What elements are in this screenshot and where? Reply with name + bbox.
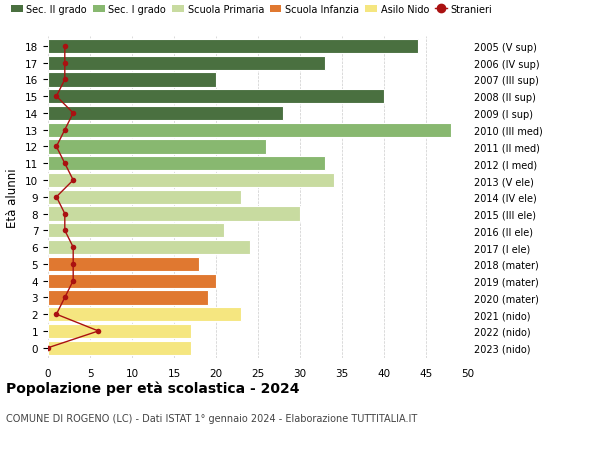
Bar bbox=[48, 190, 241, 204]
Bar bbox=[48, 123, 451, 138]
Point bbox=[60, 77, 70, 84]
Legend: Sec. II grado, Sec. I grado, Scuola Primaria, Scuola Infanzia, Asilo Nido, Stran: Sec. II grado, Sec. I grado, Scuola Prim… bbox=[11, 5, 492, 15]
Bar bbox=[48, 56, 325, 71]
Text: Popolazione per età scolastica - 2024: Popolazione per età scolastica - 2024 bbox=[6, 381, 299, 396]
Point bbox=[52, 144, 61, 151]
Point bbox=[43, 344, 53, 352]
Point bbox=[60, 210, 70, 218]
Bar bbox=[48, 308, 241, 322]
Bar bbox=[48, 39, 418, 54]
Bar bbox=[48, 157, 325, 171]
Bar bbox=[48, 291, 208, 305]
Point bbox=[52, 311, 61, 318]
Point bbox=[60, 43, 70, 50]
Point bbox=[60, 294, 70, 302]
Bar bbox=[48, 224, 224, 238]
Bar bbox=[48, 174, 334, 188]
Bar bbox=[48, 257, 199, 271]
Bar bbox=[48, 73, 216, 87]
Text: COMUNE DI ROGENO (LC) - Dati ISTAT 1° gennaio 2024 - Elaborazione TUTTITALIA.IT: COMUNE DI ROGENO (LC) - Dati ISTAT 1° ge… bbox=[6, 413, 417, 423]
Point bbox=[68, 177, 78, 185]
Bar bbox=[48, 207, 300, 221]
Point bbox=[94, 328, 103, 335]
Point bbox=[60, 160, 70, 168]
Point bbox=[60, 60, 70, 67]
Bar bbox=[48, 106, 283, 121]
Point bbox=[68, 110, 78, 118]
Point bbox=[60, 127, 70, 134]
Bar bbox=[48, 324, 191, 338]
Point bbox=[52, 194, 61, 201]
Point bbox=[68, 244, 78, 251]
Bar bbox=[48, 140, 266, 154]
Y-axis label: Età alunni: Età alunni bbox=[7, 168, 19, 227]
Bar bbox=[48, 274, 216, 288]
Bar bbox=[48, 90, 384, 104]
Point bbox=[68, 261, 78, 268]
Bar bbox=[48, 241, 250, 255]
Point bbox=[68, 277, 78, 285]
Bar bbox=[48, 341, 191, 355]
Point bbox=[52, 93, 61, 101]
Point bbox=[60, 227, 70, 235]
